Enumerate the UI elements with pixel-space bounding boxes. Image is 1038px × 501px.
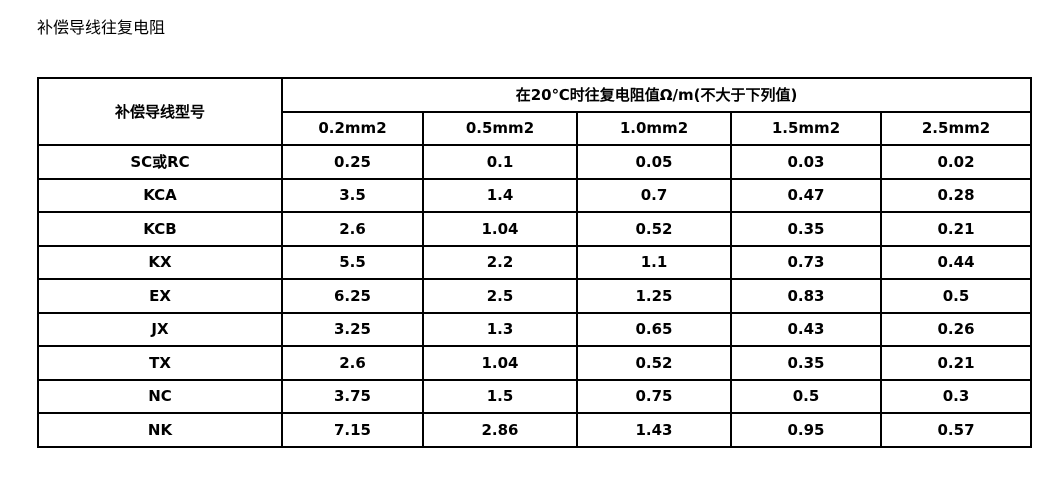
row-label: SC或RC: [37, 144, 283, 180]
cell: 0.1: [422, 144, 578, 180]
cell: 0.03: [730, 144, 882, 180]
cell: 0.83: [730, 278, 882, 314]
row-label: KX: [37, 244, 283, 280]
column-header: 2.5mm2: [879, 110, 1033, 146]
header-row: 0.2mm2 0.5mm2 1.0mm2 1.5mm2 2.5mm2: [38, 110, 1033, 146]
cell: 0.7: [576, 177, 732, 213]
table-head: 补偿导线型号 在20℃时往复电阻值Ω/m(不大于下列值) 0.2mm2 0.5mm…: [37, 77, 1033, 146]
cell: 1.04: [422, 211, 578, 247]
cell: 0.73: [730, 244, 882, 280]
column-header: 1.5mm2: [730, 110, 882, 146]
table-row: NC 3.75 1.5 0.75 0.5 0.3: [37, 378, 1033, 414]
row-header: 补偿导线型号: [37, 77, 283, 146]
cell: 3.25: [281, 311, 424, 347]
table-row: JX 3.25 1.3 0.65 0.43 0.26: [37, 311, 1033, 347]
cell: 2.6: [281, 211, 424, 247]
row-label: EX: [37, 278, 283, 314]
table-row: EX 6.25 2.5 1.25 0.83 0.5: [37, 278, 1033, 314]
cell: 0.5: [879, 278, 1033, 314]
cell: 0.52: [576, 345, 732, 381]
table-row: TX 2.6 1.04 0.52 0.35 0.21: [37, 345, 1033, 381]
cell: 1.43: [576, 412, 732, 448]
cell: 0.28: [879, 177, 1033, 213]
cell: 7.15: [281, 412, 424, 448]
column-header: 1.0mm2: [576, 110, 732, 146]
cell: 5.5: [281, 244, 424, 280]
cell: 1.25: [576, 278, 732, 314]
table-body: SC或RC 0.25 0.1 0.05 0.03 0.02 KCA 3.5 1.4 0.7 0.47…: [37, 144, 1033, 448]
cell: 0.44: [879, 244, 1033, 280]
cell: 2.2: [422, 244, 578, 280]
cell: 0.95: [730, 412, 882, 448]
header-row: 补偿导线型号 在20℃时往复电阻值Ω/m(不大于下列值): [37, 77, 1033, 146]
cell: 0.21: [879, 345, 1033, 381]
row-label: KCA: [37, 177, 283, 213]
cell: 0.5: [730, 378, 882, 414]
cell: 0.43: [730, 311, 882, 347]
cell: 3.5: [281, 177, 424, 213]
cell: 2.6: [281, 345, 424, 381]
cell: 2.5: [422, 278, 578, 314]
row-label: JX: [37, 311, 283, 347]
cell: 1.5: [422, 378, 578, 414]
table-row: NK 7.15 2.86 1.43 0.95 0.57: [37, 412, 1033, 448]
table-row: KCA 3.5 1.4 0.7 0.47 0.28: [37, 177, 1033, 213]
cell: 0.21: [879, 211, 1033, 247]
cell: 0.52: [576, 211, 732, 247]
cell: 1.1: [576, 244, 732, 280]
cell: 0.05: [576, 144, 732, 180]
row-label: KCB: [37, 211, 283, 247]
row-label: NC: [37, 378, 283, 414]
group-header: 在20℃时往复电阻值Ω/m(不大于下列值): [280, 77, 1033, 113]
cell: 0.47: [730, 177, 882, 213]
cell: 1.4: [422, 177, 578, 213]
cell: 3.75: [281, 378, 424, 414]
cell: 1.04: [422, 345, 578, 381]
column-header: 0.5mm2: [422, 110, 578, 146]
resistance-table: 补偿导线型号 在20℃时往复电阻值Ω/m(不大于下列值) 0.2mm2 0.5mm…: [37, 77, 1033, 448]
column-header: 0.2mm2: [281, 110, 424, 146]
row-label: TX: [37, 345, 283, 381]
cell: 0.57: [879, 412, 1033, 448]
page-title: 补偿导线往复电阻: [37, 18, 166, 37]
cell: 0.02: [879, 144, 1033, 180]
cell: 0.26: [879, 311, 1033, 347]
cell: 0.35: [730, 345, 882, 381]
table-row: KCB 2.6 1.04 0.52 0.35 0.21: [37, 211, 1033, 247]
cell: 0.25: [281, 144, 424, 180]
cell: 0.3: [879, 378, 1033, 414]
cell: 0.35: [730, 211, 882, 247]
cell: 2.86: [422, 412, 578, 448]
cell: 0.65: [576, 311, 732, 347]
cell: 1.3: [422, 311, 578, 347]
cell: 0.75: [576, 378, 732, 414]
table-row: SC或RC 0.25 0.1 0.05 0.03 0.02: [37, 144, 1033, 180]
table-row: KX 5.5 2.2 1.1 0.73 0.44: [37, 244, 1033, 280]
row-label: NK: [37, 412, 283, 448]
cell: 6.25: [281, 278, 424, 314]
